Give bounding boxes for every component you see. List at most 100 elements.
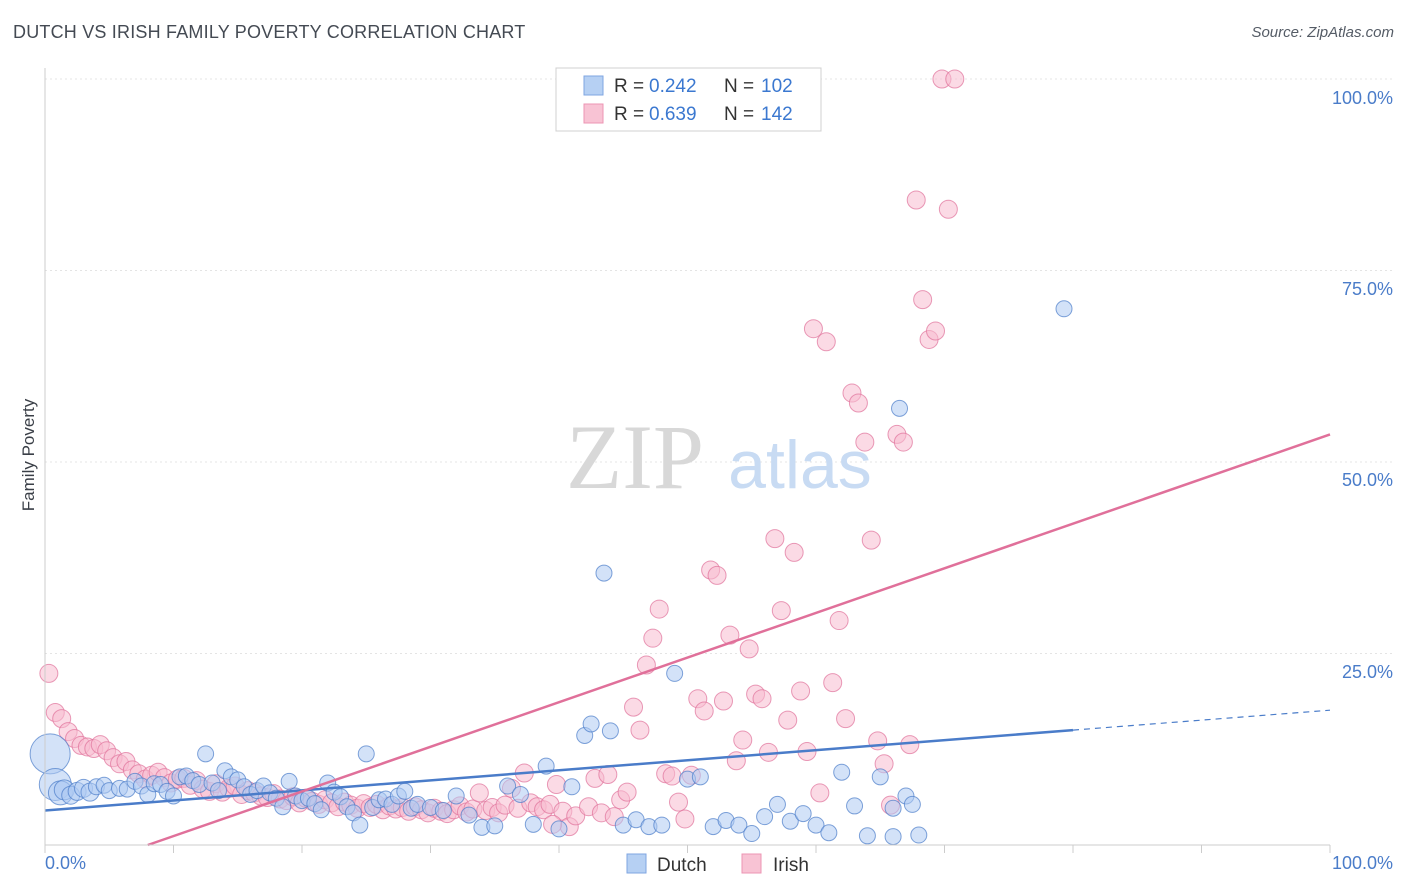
data-point-dutch xyxy=(884,828,902,846)
bottom-legend-irish: Irish xyxy=(773,855,809,876)
data-point-irish xyxy=(855,432,875,452)
data-point-dutch xyxy=(29,733,71,775)
data-point-dutch xyxy=(871,768,889,786)
data-point-dutch xyxy=(884,799,902,817)
data-point-dutch xyxy=(833,763,851,781)
data-point-dutch xyxy=(756,808,774,826)
data-point-irish xyxy=(694,701,714,721)
source-label: Source: ZipAtlas.com xyxy=(1251,24,1394,41)
data-point-dutch xyxy=(550,820,568,838)
data-point-dutch xyxy=(846,797,864,815)
legend-box: R = 0.242 N = 102 R = 0.639 N = 142 xyxy=(555,67,822,132)
legend-swatch-irish xyxy=(583,103,604,124)
data-point-dutch xyxy=(447,787,465,805)
chart-title: DUTCH VS IRISH FAMILY POVERTY CORRELATIO… xyxy=(13,22,526,42)
data-point-irish xyxy=(662,766,682,786)
data-point-irish xyxy=(791,681,811,701)
data-points xyxy=(29,69,1073,846)
data-point-dutch xyxy=(1055,300,1073,318)
data-point-irish xyxy=(810,783,830,803)
data-point-dutch xyxy=(351,816,369,834)
data-point-irish xyxy=(848,393,868,413)
data-point-dutch xyxy=(794,805,812,823)
bottom-legend: Dutch Irish xyxy=(626,853,809,876)
data-point-dutch xyxy=(197,745,215,763)
data-point-irish xyxy=(836,709,856,729)
data-point-dutch xyxy=(743,825,761,843)
watermark-zip: ZIP xyxy=(566,406,704,508)
legend-n-label-dutch: N = xyxy=(724,76,754,97)
data-point-irish xyxy=(566,806,586,826)
y-tick-75: 75.0% xyxy=(1342,279,1393,299)
legend-r-label-irish: R = xyxy=(614,104,644,125)
data-point-irish xyxy=(765,529,785,549)
data-point-irish xyxy=(649,599,669,619)
legend-r-value-irish: 0.639 xyxy=(649,104,697,125)
axes xyxy=(44,68,1331,853)
data-point-irish xyxy=(617,782,637,802)
data-point-irish xyxy=(624,697,644,717)
y-axis-label: Family Poverty xyxy=(19,398,38,511)
data-point-dutch xyxy=(312,801,330,819)
data-point-irish xyxy=(906,190,926,210)
data-point-dutch xyxy=(524,815,542,833)
data-point-irish xyxy=(893,432,913,452)
data-point-irish xyxy=(739,639,759,659)
data-point-irish xyxy=(39,663,59,683)
data-point-irish xyxy=(675,809,695,829)
data-point-irish xyxy=(803,319,823,339)
data-point-irish xyxy=(771,601,791,621)
y-tick-25: 25.0% xyxy=(1342,662,1393,682)
y-tick-100: 100.0% xyxy=(1332,88,1393,108)
data-point-dutch xyxy=(486,817,504,835)
data-point-irish xyxy=(945,69,965,89)
trend-line-dutch-extension xyxy=(1072,709,1331,731)
data-point-irish xyxy=(707,565,727,585)
y-tick-labels: 100.0% 75.0% 50.0% 25.0% xyxy=(1332,88,1393,682)
data-point-dutch xyxy=(582,715,600,733)
data-point-dutch xyxy=(460,806,478,824)
data-point-irish xyxy=(861,530,881,550)
data-point-irish xyxy=(900,735,920,755)
data-point-irish xyxy=(669,792,689,812)
data-point-irish xyxy=(938,199,958,219)
legend-n-value-irish: 142 xyxy=(761,104,793,125)
legend-n-label-irish: N = xyxy=(724,104,754,125)
data-point-irish xyxy=(784,542,804,562)
x-tick-labels: 0.0% 100.0% xyxy=(45,853,1393,873)
watermark: ZIP atlas xyxy=(566,406,872,508)
data-point-dutch xyxy=(730,816,748,834)
data-point-dutch xyxy=(511,785,529,803)
data-point-dutch xyxy=(434,802,452,820)
bottom-legend-dutch: Dutch xyxy=(657,855,707,876)
x-tick-100: 100.0% xyxy=(1332,853,1393,873)
data-point-irish xyxy=(823,673,843,693)
data-point-dutch xyxy=(280,772,298,790)
data-point-dutch xyxy=(858,827,876,845)
data-point-irish xyxy=(778,710,798,730)
data-point-dutch xyxy=(820,824,838,842)
data-point-irish xyxy=(733,730,753,750)
data-point-irish xyxy=(726,751,746,771)
x-tick-0: 0.0% xyxy=(45,853,86,873)
data-point-dutch xyxy=(666,664,684,682)
data-point-dutch xyxy=(499,777,517,795)
legend-r-value-dutch: 0.242 xyxy=(649,76,697,97)
data-point-dutch xyxy=(781,812,799,830)
data-point-dutch xyxy=(891,399,909,417)
data-point-dutch xyxy=(209,782,227,800)
y-tick-50: 50.0% xyxy=(1342,470,1393,490)
data-point-irish xyxy=(829,611,849,631)
bottom-legend-swatch-dutch xyxy=(626,853,647,874)
data-point-dutch xyxy=(653,816,671,834)
data-point-dutch xyxy=(396,782,414,800)
data-point-irish xyxy=(816,332,836,352)
data-point-irish xyxy=(643,628,663,648)
data-point-irish xyxy=(752,689,772,709)
data-point-dutch xyxy=(768,795,786,813)
data-point-dutch xyxy=(601,722,619,740)
data-point-irish xyxy=(913,290,933,310)
data-point-irish xyxy=(469,783,489,803)
data-point-dutch xyxy=(357,745,375,763)
